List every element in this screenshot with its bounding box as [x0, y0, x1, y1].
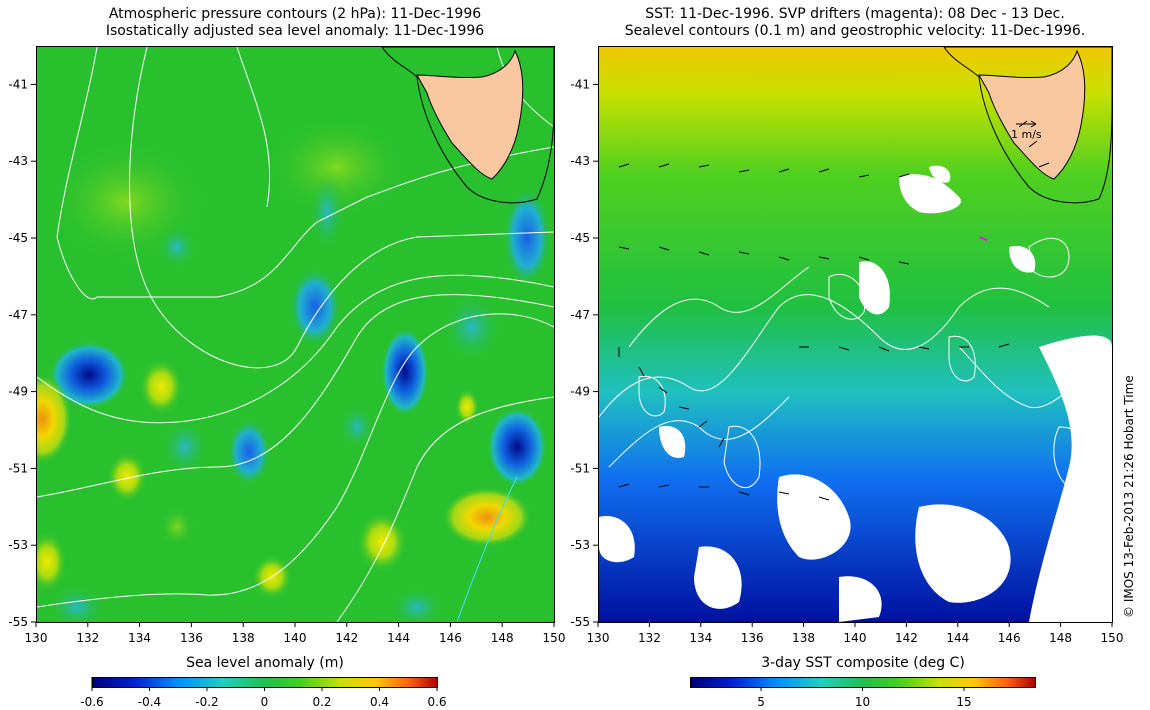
contour-cyan [456, 476, 518, 622]
left-cb-tick-label: -0.4 [138, 695, 161, 709]
left-lon-tick-label: 150 [543, 631, 566, 645]
right-lon-tick-label: 134 [689, 631, 712, 645]
right-lon-tick-label: 140 [844, 631, 867, 645]
right-lon-tick-label: 142 [895, 631, 918, 645]
left-lon-tick-label: 140 [284, 631, 307, 645]
left-lon-tick-label: 136 [180, 631, 203, 645]
tasmania-land [381, 47, 554, 204]
right-cb-tick-label: 5 [757, 695, 765, 709]
left-lat-tick-label: -51 [8, 461, 28, 475]
anomaly-field [37, 117, 551, 622]
right-lat-tick-label: -47 [570, 308, 590, 322]
left-lat-tick-label: -55 [8, 615, 28, 629]
left-lat-tick-label: -47 [8, 308, 28, 322]
pressure-contours [37, 47, 554, 622]
left-lon-tick-label: 130 [25, 631, 48, 645]
left-lon-tick-label: 148 [491, 631, 514, 645]
right-panel-title: SST: 11-Dec-1996. SVP drifters (magenta)… [598, 6, 1112, 40]
left-cb-tick-label: -0.2 [195, 695, 218, 709]
left-lat-tick-label: -41 [8, 77, 28, 91]
sst-colorbar [690, 677, 1036, 688]
left-lat-tick-label: -43 [8, 154, 28, 168]
velocity-scale: 1 m/s [1011, 120, 1042, 141]
left-lon-tick-label: 146 [439, 631, 462, 645]
drifter-tracks [978, 236, 988, 241]
sealevel-contours [599, 237, 1105, 492]
left-cb-tick-label: 0.6 [427, 695, 446, 709]
right-lon-tick-label: 136 [741, 631, 764, 645]
left-lat-tick-label: -53 [8, 538, 28, 552]
sst-composite-map[interactable]: 1 m/s [598, 46, 1113, 623]
left-cb-tick-label: 0 [261, 695, 269, 709]
right-lon-tick-label: 132 [638, 631, 661, 645]
left-lat-tick-label: -49 [8, 385, 28, 399]
left-title-line1: Atmospheric pressure contours (2 hPa): 1… [108, 6, 482, 22]
velocity-scale-label: 1 m/s [1011, 128, 1042, 141]
right-lon-tick-label: 144 [946, 631, 969, 645]
right-lon-tick-label: 150 [1101, 631, 1124, 645]
left-lon-tick-label: 144 [387, 631, 410, 645]
velocity-arrows [618, 120, 1050, 501]
left-lon-tick-label: 142 [335, 631, 358, 645]
left-lat-tick-label: -45 [8, 231, 28, 245]
imos-credit: © IMOS 13-Feb-2013 21:26 Hobart Time [1122, 375, 1136, 618]
right-cb-tick-label: 15 [956, 695, 971, 709]
right-lon-tick-label: 130 [587, 631, 610, 645]
left-lon-tick-label: 132 [76, 631, 99, 645]
sea-level-anomaly-map[interactable] [36, 46, 555, 623]
right-lat-tick-label: -55 [570, 615, 590, 629]
right-lat-tick-label: -43 [570, 154, 590, 168]
sea-level-colorbar [92, 677, 438, 688]
right-lat-tick-label: -53 [570, 538, 590, 552]
right-title-line2: Sealevel contours (0.1 m) and geostrophi… [624, 23, 1086, 39]
right-lon-tick-label: 138 [792, 631, 815, 645]
right-colorbar-title: 3-day SST composite (deg C) [761, 655, 965, 671]
right-lon-tick-label: 146 [998, 631, 1021, 645]
left-cb-tick-label: 0.2 [312, 695, 331, 709]
left-cb-tick-label: 0.4 [370, 695, 389, 709]
right-cb-tick-label: 10 [855, 695, 870, 709]
left-lon-tick-label: 134 [128, 631, 151, 645]
left-panel-title: Atmospheric pressure contours (2 hPa): 1… [36, 6, 554, 40]
left-cb-tick-label: -0.6 [80, 695, 103, 709]
land-mask [943, 47, 1112, 204]
right-title-line1: SST: 11-Dec-1996. SVP drifters (magenta)… [645, 6, 1065, 22]
right-lat-tick-label: -45 [570, 231, 590, 245]
right-lon-tick-label: 148 [1049, 631, 1072, 645]
left-lon-tick-label: 138 [232, 631, 255, 645]
left-colorbar-title: Sea level anomaly (m) [186, 655, 344, 671]
right-lat-tick-label: -41 [570, 77, 590, 91]
cloud-mask [599, 165, 1112, 622]
right-lat-tick-label: -49 [570, 385, 590, 399]
left-title-line2: Isostatically adjusted sea level anomaly… [105, 23, 485, 39]
right-lat-tick-label: -51 [570, 461, 590, 475]
